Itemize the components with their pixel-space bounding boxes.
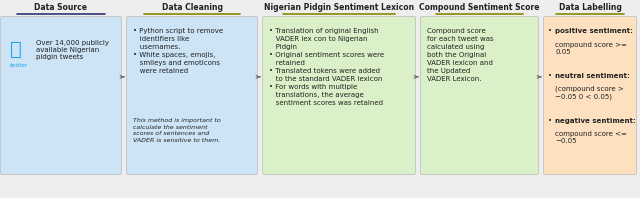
Text: •: • (548, 28, 552, 34)
Text: Data Cleaning: Data Cleaning (161, 3, 223, 12)
Text: • Python script to remove
   identifiers like
   usernames.
• White spaces, emoj: • Python script to remove identifiers li… (133, 28, 223, 74)
Text: Compound score
for each tweet was
calculated using
both the Original
VADER lexic: Compound score for each tweet was calcul… (427, 28, 493, 82)
Text: This method is important to
calculate the sentiment
scores of sentences and
VADE: This method is important to calculate th… (133, 118, 221, 143)
Text: Compound Sentiment Score: Compound Sentiment Score (419, 3, 540, 12)
FancyBboxPatch shape (262, 16, 415, 174)
Text: • Translation of original English
   VADER lex con to Nigerian
   Pidgin
• Origi: • Translation of original English VADER … (269, 28, 384, 106)
Text: Nigerian Pidgin Sentiment Lexicon: Nigerian Pidgin Sentiment Lexicon (264, 3, 414, 12)
Text: Over 14,000 publicly
available Nigerian
pidgin tweets: Over 14,000 publicly available Nigerian … (36, 40, 109, 60)
Text: •: • (548, 73, 552, 79)
Text: Data Source: Data Source (35, 3, 88, 12)
Text: compound score >=
0.05: compound score >= 0.05 (555, 42, 627, 55)
Text: negative sentiment:: negative sentiment: (555, 118, 636, 124)
Text: (compound score >
−0.05 0 < 0.05): (compound score > −0.05 0 < 0.05) (555, 86, 624, 100)
Text: twitter: twitter (10, 63, 28, 68)
Text: •: • (548, 118, 552, 124)
FancyBboxPatch shape (543, 16, 637, 174)
FancyBboxPatch shape (127, 16, 257, 174)
Text: positive sentiment:: positive sentiment: (555, 28, 633, 34)
Text: neutral sentiment:: neutral sentiment: (555, 73, 630, 79)
FancyBboxPatch shape (1, 16, 122, 174)
FancyBboxPatch shape (420, 16, 538, 174)
Text: Data Labelling: Data Labelling (559, 3, 621, 12)
Text: compound score <=
−0.05: compound score <= −0.05 (555, 131, 627, 144)
Text: 🐦: 🐦 (10, 40, 22, 59)
